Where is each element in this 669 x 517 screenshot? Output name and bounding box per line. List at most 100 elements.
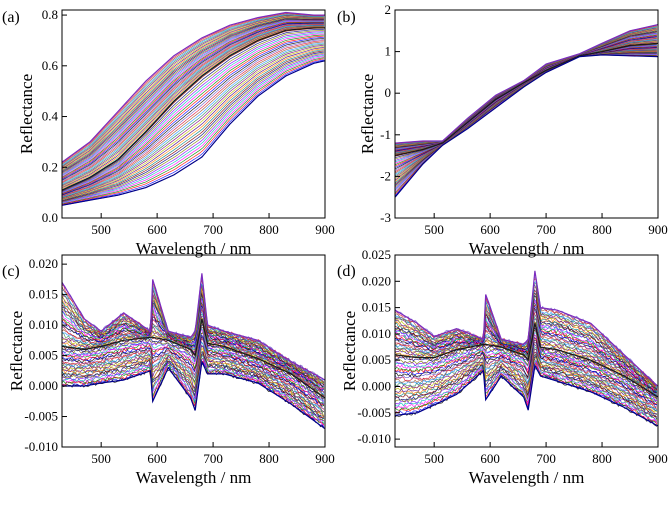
x-tick-label: 800 (259, 451, 279, 466)
spectrum-line (395, 49, 657, 177)
spectrum-line (395, 315, 658, 396)
series-line-lower-envelope (395, 363, 658, 427)
panel-d-reflectance-second-derivative: 500 600 700 800 900 -0.010 -0.005 0.000 0.005 0.0… (337, 247, 668, 487)
spectrum-line (62, 42, 324, 198)
spectrum-line (395, 54, 657, 195)
spectrum-line (62, 26, 324, 190)
spectrum-line (62, 24, 324, 184)
spectrum-line (395, 346, 658, 412)
x-tick-label: 900 (315, 451, 335, 466)
series-line-median-spectrum (62, 27, 325, 191)
x-tick-label: 700 (203, 222, 223, 237)
x-axis-label: Wavelength / nm (469, 468, 585, 487)
spectra-ensemble (395, 24, 658, 198)
spectrum-line (62, 333, 325, 406)
spectrum-line (395, 54, 657, 194)
spectrum-line (395, 320, 658, 398)
spectrum-line (62, 20, 324, 176)
spectra-ensemble (62, 11, 325, 206)
spectrum-line (395, 318, 658, 396)
x-tick-label: 600 (480, 451, 500, 466)
spectra-ensemble (395, 270, 658, 427)
y-tick-label: 0.010 (362, 326, 391, 341)
spectrum-line (62, 44, 324, 199)
x-tick-label: 800 (592, 222, 612, 237)
spectrum-line (62, 47, 324, 200)
spectrum-line (62, 348, 325, 418)
spectrum-line (62, 52, 324, 203)
series-line-upper-envelope (395, 270, 658, 387)
y-axis-label: Reflectance (17, 74, 36, 154)
spectrum-line (62, 30, 324, 192)
spectrum-line (395, 344, 658, 412)
spectrum-line (395, 52, 657, 185)
spectrum-line (395, 40, 657, 155)
y-tick-label: 1 (385, 44, 392, 59)
x-tick-label: 900 (648, 222, 668, 237)
spectrum-line (395, 51, 657, 182)
plot-frame (394, 254, 659, 448)
spectrum-line (62, 25, 324, 187)
spectrum-line (395, 53, 657, 191)
spectrum-line (62, 19, 324, 174)
spectrum-line (395, 39, 657, 154)
y-tick-label: 0.000 (362, 379, 391, 394)
x-tick-label: 900 (315, 222, 335, 237)
spectrum-line (62, 22, 324, 180)
spectrum-line (395, 52, 657, 188)
y-tick-label: 0.000 (29, 378, 58, 393)
spectrum-line (62, 17, 324, 171)
spectrum-line (62, 32, 324, 193)
y-tick-label: -1 (380, 127, 391, 142)
spectrum-line (395, 43, 657, 157)
y-tick-label: -0.010 (24, 439, 58, 454)
spectrum-line (62, 334, 325, 406)
spectrum-line (62, 24, 324, 185)
spectrum-line (395, 54, 657, 198)
spectrum-line (62, 324, 325, 400)
spectrum-line (62, 14, 324, 167)
y-tick-label: 0.015 (362, 300, 391, 315)
x-tick-label: 600 (147, 451, 167, 466)
spectrum-line (62, 18, 324, 173)
spectrum-line (395, 361, 658, 423)
x-tick-label: 600 (480, 222, 500, 237)
spectrum-line (62, 20, 324, 175)
y-tick-label: 0.0 (42, 210, 58, 225)
spectrum-line (62, 29, 324, 192)
spectrum-line (62, 21, 324, 178)
y-tick-label: -0.010 (357, 431, 391, 446)
spectrum-line (62, 22, 324, 179)
spectrum-line (395, 280, 658, 389)
y-tick-label: 0.010 (29, 317, 58, 332)
spectrum-line (62, 33, 324, 194)
spectrum-line (62, 57, 324, 205)
spectrum-line (62, 58, 324, 205)
spectrum-line (62, 23, 324, 182)
spectrum-line (395, 351, 657, 415)
spectra-ensemble (62, 273, 325, 430)
y-tick-label: -3 (380, 210, 391, 225)
spectrum-line (395, 51, 657, 184)
x-tick-label: 500 (424, 222, 444, 237)
y-tick-label: 0.020 (362, 273, 391, 288)
spectrum-line (62, 16, 324, 170)
spectrum-line (62, 31, 324, 193)
spectrum-line (62, 346, 325, 418)
y-tick-label: 2 (385, 2, 392, 17)
series-line-lower-envelope (62, 60, 325, 206)
y-tick-label: 0.6 (42, 58, 59, 73)
spectrum-line (395, 40, 657, 155)
plot-frame (61, 9, 326, 219)
spectrum-line (62, 327, 325, 404)
spectrum-line (395, 355, 658, 421)
spectrum-line (395, 53, 657, 192)
spectrum-line (62, 14, 324, 166)
panel-label: (c) (2, 263, 20, 280)
spectrum-line (395, 282, 658, 388)
spectrum-line (62, 51, 324, 202)
x-tick-label: 800 (592, 451, 612, 466)
spectrum-line (62, 49, 324, 201)
y-axis-label: Reflectance (7, 311, 26, 391)
